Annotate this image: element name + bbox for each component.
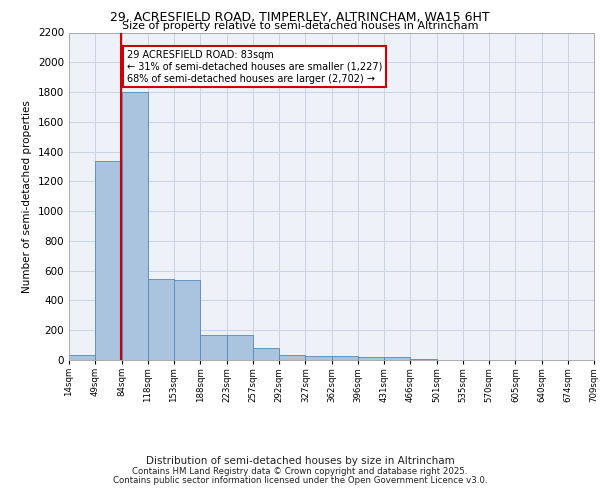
- Bar: [200, 334, 227, 360]
- Bar: [253, 348, 279, 360]
- Text: Size of property relative to semi-detached houses in Altrincham: Size of property relative to semi-detach…: [122, 21, 478, 31]
- Text: Contains HM Land Registry data © Crown copyright and database right 2025.: Contains HM Land Registry data © Crown c…: [132, 467, 468, 476]
- Text: 29 ACRESFIELD ROAD: 83sqm
← 31% of semi-detached houses are smaller (1,227)
68% : 29 ACRESFIELD ROAD: 83sqm ← 31% of semi-…: [127, 50, 383, 84]
- Bar: [69, 355, 95, 360]
- Bar: [305, 356, 332, 360]
- Text: Contains public sector information licensed under the Open Government Licence v3: Contains public sector information licen…: [113, 476, 487, 485]
- Bar: [384, 357, 410, 360]
- Bar: [332, 356, 358, 360]
- Y-axis label: Number of semi-detached properties: Number of semi-detached properties: [22, 100, 32, 292]
- Bar: [148, 279, 174, 360]
- Bar: [95, 160, 122, 360]
- Bar: [358, 357, 384, 360]
- Bar: [174, 280, 200, 360]
- Bar: [227, 334, 253, 360]
- Text: 29, ACRESFIELD ROAD, TIMPERLEY, ALTRINCHAM, WA15 6HT: 29, ACRESFIELD ROAD, TIMPERLEY, ALTRINCH…: [110, 11, 490, 24]
- Bar: [122, 92, 148, 360]
- Bar: [279, 355, 305, 360]
- Text: Distribution of semi-detached houses by size in Altrincham: Distribution of semi-detached houses by …: [146, 456, 454, 466]
